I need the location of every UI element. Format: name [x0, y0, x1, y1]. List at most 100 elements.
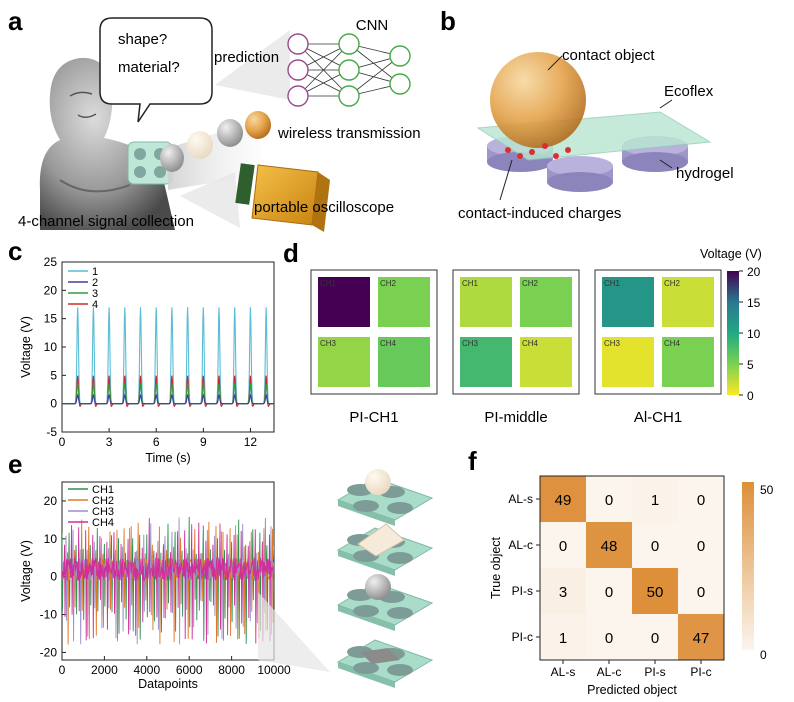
channel-cell [662, 337, 714, 387]
matrix-value: 0 [559, 538, 567, 555]
sensor-electrode [387, 664, 413, 676]
legend-label: CH1 [92, 484, 114, 496]
colorbar-tick-label: 0 [760, 648, 767, 662]
beam-graphic-top [215, 30, 290, 100]
y-tick-label: PI-s [512, 584, 533, 598]
matrix-value: 47 [693, 630, 710, 647]
contact-object-sphere [490, 52, 586, 148]
series-line-2 [62, 393, 274, 405]
legend-label: CH2 [92, 495, 114, 507]
colorbar-tick-label: 50 [760, 483, 774, 497]
panel-d: d CH1 CH2 CH3 CH4 PI-CH1 CH1 CH2 CH3 CH4 PI-middl… [283, 238, 762, 426]
matrix-value: 49 [555, 492, 572, 509]
panel-label-c: c [8, 236, 22, 266]
sensor-electrode [353, 500, 379, 512]
x-tick-label: 10000 [257, 663, 291, 677]
sensor-electrode [387, 607, 413, 619]
x-tick-label: 12 [244, 435, 258, 449]
channel-label: CH4 [380, 339, 397, 348]
matrix-cell [540, 476, 586, 522]
matrix-value: 1 [651, 492, 659, 509]
channel-label: CH4 [664, 339, 681, 348]
y-tick-label: 15 [44, 312, 58, 326]
channel-label: CH1 [462, 279, 479, 288]
matrix-value: 0 [651, 538, 659, 555]
beam-graphic-bottom [180, 172, 240, 228]
confusion-colorbar [742, 482, 754, 650]
panel-label-a: a [8, 6, 23, 36]
matrix-cell [540, 522, 586, 568]
contact-object [357, 523, 405, 557]
series-line-3 [62, 383, 274, 405]
sensor-plate-edge [338, 550, 395, 576]
sensor-contact-illustrations [336, 469, 434, 688]
matrix-cell [540, 614, 586, 660]
y-tick-label: -5 [46, 425, 57, 439]
contact-object [365, 469, 391, 495]
channel-cell [318, 337, 370, 387]
y-tick-label: -20 [40, 645, 58, 659]
x-tick-label: 3 [106, 435, 113, 449]
sensor-electrode [353, 605, 379, 617]
x-axis-label: Predicted object [587, 683, 677, 697]
y-tick-label: 25 [44, 255, 58, 269]
oscilloscope-text: portable oscilloscope [254, 199, 394, 216]
x-tick-label: AL-c [597, 665, 622, 679]
series-line-CH1 [62, 516, 274, 644]
sensor-electrode [387, 552, 413, 564]
human-bust-illustration [39, 57, 176, 231]
y-tick-label: 0 [50, 397, 57, 411]
matrix-value: 0 [651, 630, 659, 647]
x-tick-label: PI-c [690, 665, 711, 679]
matrix-value: 0 [697, 492, 705, 509]
hydrogel-text: hydrogel [676, 165, 734, 182]
panel-f: f 49 0 1 0 0 48 0 0 3 0 50 0 1 0 0 47 AL-s AL-s AL-c AL-c PI… [468, 446, 774, 697]
y-tick-label: 10 [44, 532, 58, 546]
colorbar-ticks: 20 15 10 5 0 [739, 265, 761, 403]
contact-object [360, 648, 400, 664]
chart-e: 0 2000 4000 6000 8000 10000 -20 -10 0 10 20 Datapoi… [19, 481, 291, 691]
ecoflex-text: Ecoflex [664, 83, 714, 100]
bubble-shape-text: shape? [118, 31, 167, 48]
panel-a: a shape? material? predicti [8, 6, 421, 232]
matrix-cell [632, 522, 678, 568]
series-lines-c [62, 307, 274, 408]
channel-cell [318, 277, 370, 327]
charges-text: contact-induced charges [458, 205, 621, 222]
x-axis-label: Time (s) [145, 451, 190, 465]
wireless-transmission-text: wireless transmission [277, 125, 421, 142]
channel-cell [378, 337, 430, 387]
colorbar-tick-label: 15 [747, 296, 761, 310]
y-tick-label: 10 [44, 340, 58, 354]
sensor-plate-edge [338, 605, 395, 631]
x-tick-label: 6000 [176, 663, 203, 677]
y-tick-label: AL-c [508, 538, 533, 552]
channel-label: CH1 [604, 279, 621, 288]
y-tick-label: PI-c [512, 630, 533, 644]
colorbar-tick-label: 20 [747, 265, 761, 279]
matrix-value: 0 [605, 630, 613, 647]
panel-label-d: d [283, 238, 299, 268]
channel-label: CH2 [522, 279, 539, 288]
x-tick-label: 2000 [91, 663, 118, 677]
channel-cell [662, 277, 714, 327]
channel-label: CH4 [522, 339, 539, 348]
oscilloscope-illustration [235, 163, 330, 232]
charge-dots [505, 143, 571, 159]
panel-b: b contact object Ecoflex hydrogel contac… [440, 6, 734, 222]
matrix-cell [632, 476, 678, 522]
panel-label-b: b [440, 6, 456, 36]
y-tick-label: -10 [40, 608, 58, 622]
matrix-value: 0 [697, 538, 705, 555]
sensor-electrode [387, 502, 413, 514]
legend-label: 2 [92, 277, 98, 289]
legend-label: CH4 [92, 517, 114, 529]
channel-cell [602, 277, 654, 327]
series-lines-e [62, 516, 274, 645]
legend-label: CH3 [92, 506, 114, 518]
y-axis-label: Voltage (V) [19, 540, 33, 602]
prediction-text: prediction [214, 49, 279, 66]
x-tick-label: 6 [153, 435, 160, 449]
